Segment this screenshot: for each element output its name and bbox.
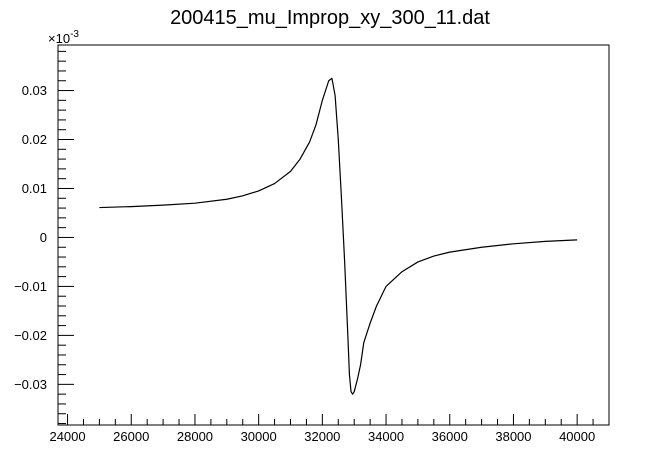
y-axis-multiplier: ×10-3 bbox=[48, 29, 79, 46]
x-tick-label: 34000 bbox=[368, 429, 404, 444]
x-tick-label: 30000 bbox=[241, 429, 277, 444]
chart-title: 200415_mu_Improp_xy_300_11.dat bbox=[170, 7, 490, 29]
x-tick-label: 36000 bbox=[432, 429, 468, 444]
x-tick-label: 32000 bbox=[304, 429, 340, 444]
y-tick-label: −0.03 bbox=[14, 377, 47, 392]
x-tick-label: 26000 bbox=[113, 429, 149, 444]
y-tick-label: 0.01 bbox=[22, 181, 47, 196]
y-tick-label: 0.02 bbox=[22, 132, 47, 147]
y-tick-label: 0.03 bbox=[22, 83, 47, 98]
x-tick-label: 40000 bbox=[559, 429, 595, 444]
series-line bbox=[99, 77, 578, 395]
y-axis-ticks bbox=[58, 50, 74, 425]
x-axis-tick-labels: 24000 26000 28000 30000 32000 34000 36000 38000… bbox=[49, 429, 595, 444]
x-tick-label: 24000 bbox=[49, 429, 85, 444]
plot-frame bbox=[57, 44, 610, 426]
x-tick-label: 38000 bbox=[495, 429, 531, 444]
y-tick-label: 0 bbox=[40, 230, 47, 245]
y-axis-multiplier-base: ×10 bbox=[48, 31, 70, 46]
x-tick-label: 28000 bbox=[177, 429, 213, 444]
y-axis-multiplier-exponent: -3 bbox=[70, 29, 79, 40]
x-axis-ticks bbox=[67, 414, 610, 425]
y-tick-label: −0.01 bbox=[14, 279, 47, 294]
y-tick-label: −0.02 bbox=[14, 328, 47, 343]
y-axis-tick-labels: −0.03 −0.02 −0.01 0 0.01 0.02 0.03 bbox=[14, 83, 47, 392]
